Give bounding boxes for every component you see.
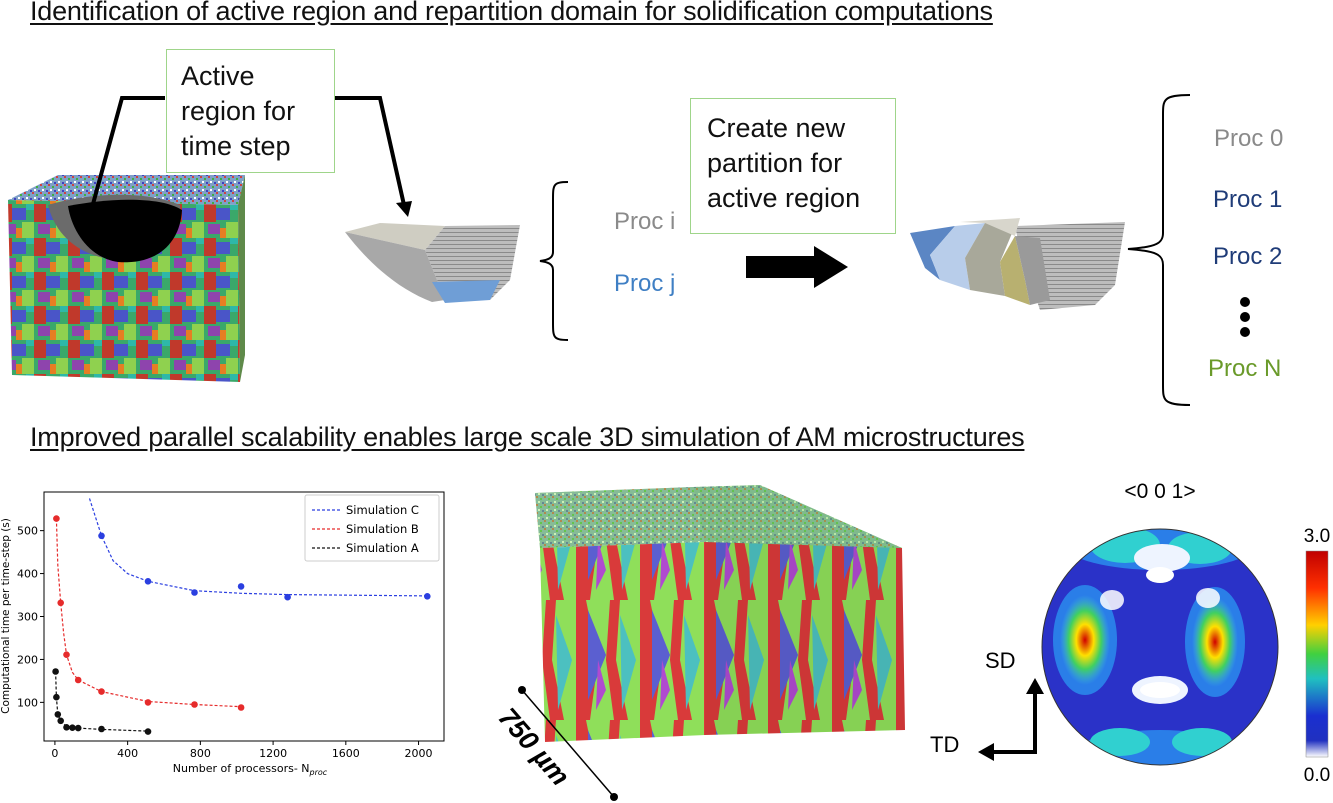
proc-label-after: Proc 0 (1214, 125, 1284, 152)
proc-label-before: Proc i (614, 208, 676, 235)
arrow-to-block (88, 96, 165, 216)
ellipsis-dot (1240, 297, 1250, 307)
brace-after (1127, 94, 1191, 406)
proc-label-before: Proc j (614, 270, 676, 297)
arrow-to-block-head (82, 212, 98, 230)
td-axis-label: TD (930, 732, 959, 757)
create-partition-callout: Create new partition for active region (690, 98, 896, 234)
microstructure-cube (535, 485, 905, 742)
active-region-multi-partitions (910, 218, 1125, 310)
active-region-two-partitions (345, 223, 520, 303)
proc-label-after: Proc 1 (1213, 186, 1283, 213)
pole-figure (1041, 528, 1329, 766)
bottom-heading: Improved parallel scalability enables la… (30, 422, 1025, 452)
sd-td-axes (978, 678, 1044, 761)
active-region-callout: Active region for time step (166, 49, 335, 173)
pole-figure-title: <0 0 1> (1124, 480, 1195, 503)
ellipsis-dot (1240, 312, 1250, 322)
melt-pool-block (8, 175, 245, 382)
proc-label-after: Proc N (1208, 355, 1282, 382)
arrow-to-region (335, 96, 406, 206)
proc-label-after: Proc 2 (1213, 243, 1283, 270)
arrow-to-region-head (396, 201, 412, 217)
brace-before (539, 181, 569, 341)
scale-bar (518, 686, 618, 801)
top-heading: Identification of active region and repa… (30, 0, 993, 26)
ellipsis-dot (1240, 327, 1250, 337)
sd-axis-label: SD (985, 648, 1016, 673)
big-arrow (746, 246, 848, 288)
colorbar-min-label: 0.0 (1304, 765, 1330, 786)
colorbar-max-label: 3.0 (1304, 526, 1330, 547)
